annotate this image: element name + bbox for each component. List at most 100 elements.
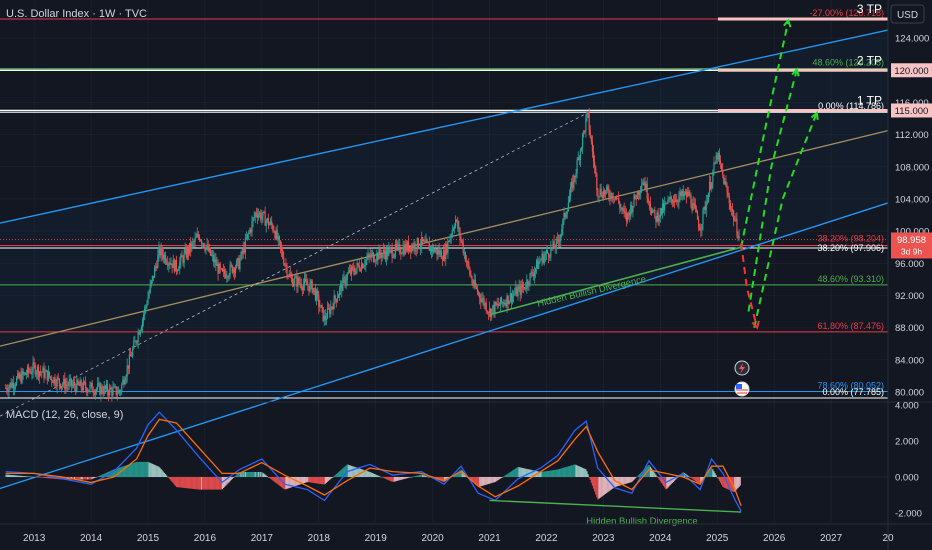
candle-body (273, 230, 275, 233)
candle-body (412, 245, 414, 249)
candle-body (146, 304, 148, 307)
macd-histogram-bar (190, 477, 192, 489)
candle-body (166, 262, 168, 264)
candle-body (555, 238, 557, 249)
currency-label[interactable]: USD (897, 10, 918, 21)
macd-histogram-bar (562, 467, 564, 477)
candle-body (52, 381, 54, 384)
macd-histogram-bar (137, 461, 139, 477)
symbol-label[interactable]: U.S. Dollar Index · 1W · TVC (6, 8, 147, 20)
macd-histogram-bar (415, 475, 417, 477)
macd-histogram-bar (193, 477, 195, 490)
macd-histogram-bar (627, 477, 630, 484)
candle-body (147, 297, 149, 305)
candle-body (461, 240, 463, 244)
currency-button[interactable] (890, 4, 925, 24)
macd-histogram-bar (162, 471, 164, 477)
candle-body (610, 193, 612, 199)
candle-body (137, 332, 139, 342)
macd-tick-label: 4.000 (895, 401, 919, 412)
macd-histogram-bar (98, 476, 100, 477)
macd-histogram-bar (484, 477, 486, 486)
candle-body (155, 266, 157, 268)
flash-icon[interactable] (734, 360, 750, 376)
macd-histogram-bar (331, 477, 333, 478)
candle-body (508, 300, 510, 305)
candle-body (469, 267, 471, 275)
macd-histogram-bar (117, 467, 120, 477)
candle-body (519, 285, 521, 295)
macd-histogram-bar (540, 471, 542, 477)
macd-histogram-bar (77, 477, 79, 480)
macd-histogram-bar (488, 477, 491, 484)
macd-histogram-bar (624, 477, 626, 484)
macd-histogram-bar (10, 474, 12, 477)
candle-body (276, 229, 278, 240)
macd-histogram-bar (710, 468, 712, 477)
macd-histogram-bar (493, 477, 495, 483)
macd-histogram-bar (534, 470, 537, 477)
macd-histogram-bar (301, 477, 303, 484)
candle-body (102, 392, 104, 395)
candle-body (386, 248, 388, 260)
macd-histogram-bar (462, 471, 464, 477)
us-flag-icon[interactable] (734, 381, 750, 397)
candle-body (505, 303, 507, 307)
candle-body (396, 244, 399, 247)
candle-body (135, 340, 137, 344)
candle-body (523, 287, 526, 289)
macd-histogram-bar (428, 477, 430, 478)
macd-histogram-bar (76, 477, 78, 480)
macd-histogram-bar (36, 477, 39, 478)
candle-body (477, 292, 480, 294)
macd-histogram-bar (636, 476, 638, 477)
candle-body (724, 181, 726, 185)
fib-level-label: 48.60% (93.310) (817, 274, 884, 284)
candle-body (314, 288, 317, 301)
candle-body (79, 380, 81, 386)
candle-body (687, 191, 689, 197)
candle-body (229, 264, 231, 276)
macd-histogram-bar (550, 470, 552, 477)
macd-histogram-bar (560, 468, 562, 477)
macd-histogram-bar (507, 473, 509, 477)
candle-body (449, 237, 451, 242)
macd-histogram-bar (205, 477, 207, 490)
candle-body (380, 254, 382, 259)
macd-histogram-bar (284, 477, 286, 490)
candle-body (721, 163, 723, 171)
candle-body (554, 247, 556, 249)
macd-histogram-bar (85, 477, 87, 480)
target-price-badge-text: 115.000 (895, 106, 929, 117)
candle-body (690, 194, 692, 206)
macd-histogram-bar (471, 477, 473, 481)
macd-histogram-bar (319, 477, 321, 484)
macd-histogram-bar (657, 477, 659, 478)
macd-histogram-bar (608, 477, 610, 492)
macd-histogram-bar (303, 477, 306, 483)
macd-histogram-bar (396, 477, 399, 481)
candle-body (704, 206, 706, 211)
macd-histogram-bar (53, 477, 55, 479)
macd-histogram-bar (342, 468, 344, 477)
macd-histogram-bar (655, 474, 657, 477)
macd-histogram-bar (719, 477, 722, 483)
macd-histogram-bar (229, 477, 231, 482)
macd-histogram-bar (379, 476, 381, 477)
macd-histogram-bar (591, 477, 594, 486)
candle-body (627, 212, 630, 214)
projection-arrow-down-head (751, 320, 760, 330)
macd-histogram-bar (666, 477, 668, 489)
candle-body (83, 381, 86, 383)
candle-body (664, 203, 666, 211)
macd-histogram-bar (121, 466, 123, 477)
macd-histogram-bar (92, 477, 94, 479)
candle-body (172, 259, 174, 268)
candle-body (400, 253, 402, 255)
price-tick-label: 84.000 (895, 355, 924, 366)
time-axis[interactable]: 2013 2014 2015 2016 2017 2018 2019 2020 2021 2022… (0, 523, 932, 544)
candle-body (178, 269, 180, 271)
candle-body (82, 381, 85, 391)
candle-body (136, 341, 138, 344)
